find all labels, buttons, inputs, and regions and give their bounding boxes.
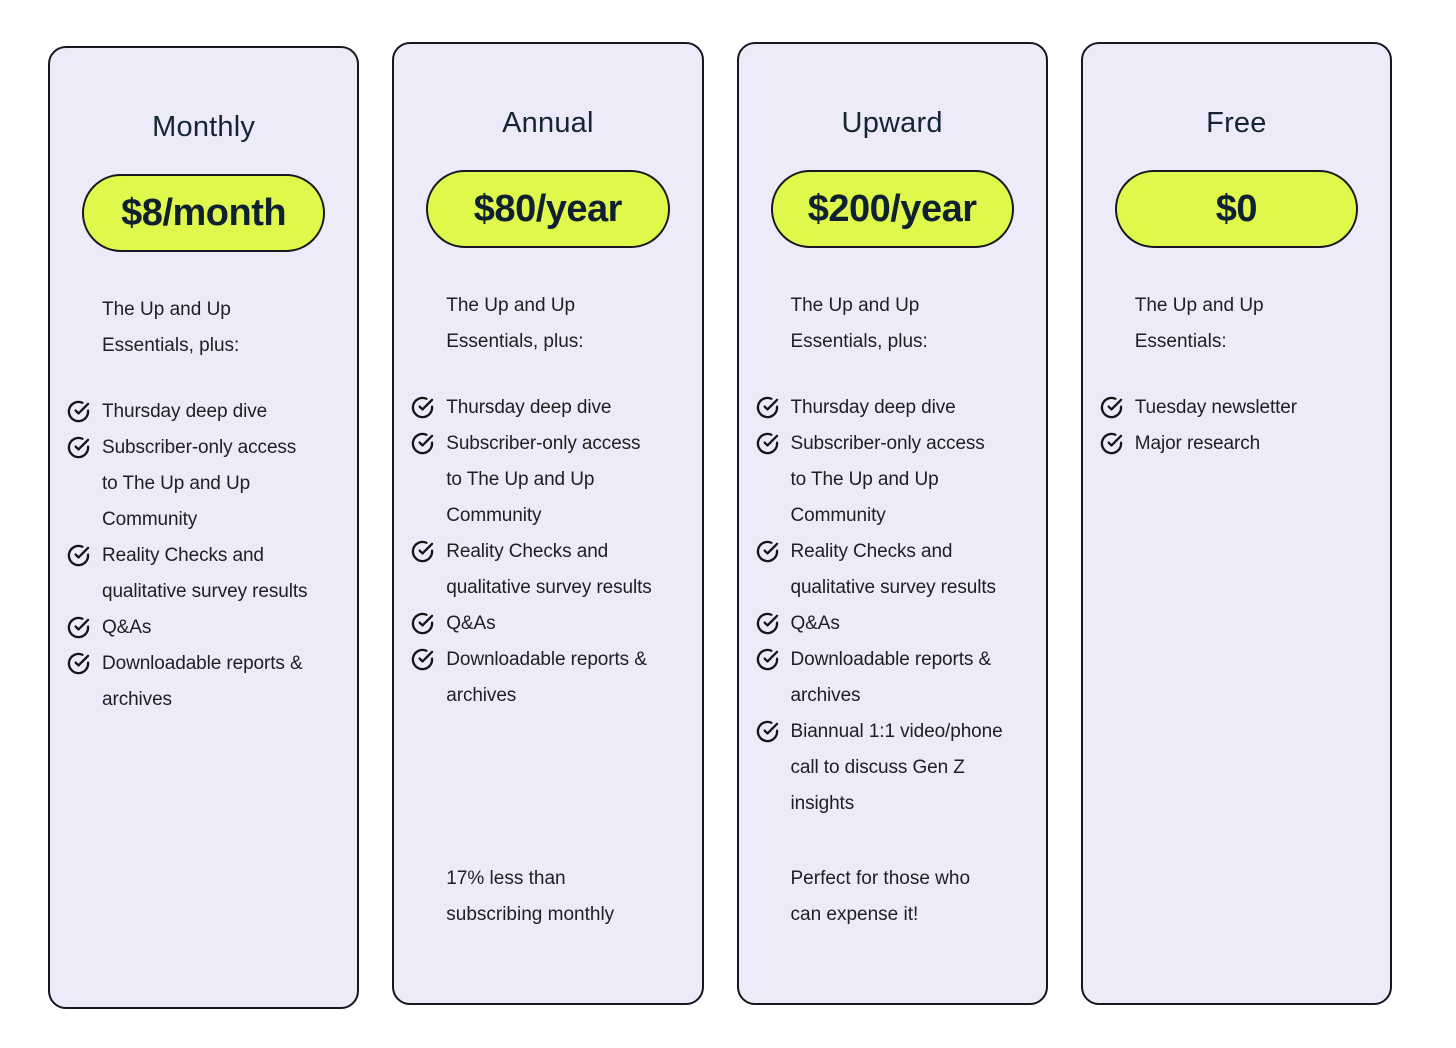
plan-title: Monthly (152, 111, 256, 143)
check-circle-icon (67, 544, 90, 567)
feature-text: Downloadable reports & archives (102, 653, 303, 710)
price-pill[interactable]: $8/month (82, 174, 326, 252)
check-circle-icon (67, 616, 90, 639)
feature-text: Subscriber-only access to The Up and Up … (790, 433, 985, 526)
plan-title: Annual (502, 107, 594, 139)
check-circle-icon (67, 400, 90, 423)
check-circle-icon (1100, 432, 1123, 455)
feature-item: Thursday deep dive (756, 390, 1030, 426)
feature-item: Tuesday newsletter (1100, 390, 1374, 426)
feature-item: Downloadable reports & archives (756, 642, 1030, 714)
check-circle-icon (756, 396, 779, 419)
feature-item: Q&As (411, 606, 685, 642)
plan-title: Upward (841, 107, 943, 139)
feature-item: Reality Checks and qualitative survey re… (756, 534, 1030, 606)
plan-title: Free (1206, 107, 1267, 139)
plan-intro: The Up and Up Essentials, plus: (446, 295, 584, 352)
plan-note: 17% less than subscribing monthly (446, 868, 615, 925)
check-circle-icon (411, 540, 434, 563)
check-circle-icon (411, 648, 434, 671)
feature-item: Reality Checks and qualitative survey re… (67, 538, 341, 610)
feature-item: Thursday deep dive (411, 390, 685, 426)
feature-text: Thursday deep dive (790, 397, 956, 418)
feature-text: Q&As (446, 613, 496, 634)
check-circle-icon (756, 612, 779, 635)
feature-text: Biannual 1:1 video/phone call to discuss… (790, 721, 1003, 814)
price-pill[interactable]: $0 (1114, 170, 1358, 248)
feature-text: Q&As (102, 617, 152, 638)
price-text: $0 (1215, 187, 1258, 230)
feature-text: Major research (1134, 433, 1261, 454)
plan-intro: The Up and Up Essentials, plus: (102, 299, 240, 356)
feature-text: Downloadable reports & archives (790, 649, 992, 706)
check-circle-icon (1100, 396, 1123, 419)
feature-item: Subscriber-only access to The Up and Up … (67, 430, 341, 538)
feature-text: Q&As (790, 613, 840, 634)
check-circle-icon (756, 540, 779, 563)
feature-text: Downloadable reports & archives (446, 649, 647, 706)
feature-item: Major research (1100, 426, 1374, 462)
price-text: $200/year (807, 187, 977, 230)
feature-text: Thursday deep dive (446, 397, 612, 418)
pricing-card-annual: Annual $80/year The Up and Up Essentials… (392, 42, 704, 1005)
feature-list: Tuesday newsletter Major research (1099, 390, 1374, 462)
plan-note: Perfect for those who can expense it! (790, 868, 971, 925)
feature-list: Thursday deep dive Subscriber-only acces… (755, 390, 1030, 822)
feature-text: Thursday deep dive (102, 401, 268, 422)
feature-text: Subscriber-only access to The Up and Up … (446, 433, 641, 526)
feature-item: Downloadable reports & archives (411, 642, 685, 714)
feature-item: Subscriber-only access to The Up and Up … (411, 426, 685, 534)
feature-text: Reality Checks and qualitative survey re… (102, 545, 308, 602)
check-circle-icon (756, 648, 779, 671)
feature-item: Biannual 1:1 video/phone call to discuss… (756, 714, 1030, 822)
check-circle-icon (756, 720, 779, 743)
pricing-card-monthly: Monthly $8/month The Up and Up Essential… (48, 46, 360, 1009)
feature-item: Reality Checks and qualitative survey re… (411, 534, 685, 606)
check-circle-icon (411, 432, 434, 455)
feature-item: Downloadable reports & archives (67, 646, 341, 718)
price-pill[interactable]: $80/year (426, 170, 670, 248)
check-circle-icon (756, 432, 779, 455)
check-circle-icon (67, 436, 90, 459)
check-circle-icon (67, 652, 90, 675)
pricing-table: Monthly $8/month The Up and Up Essential… (48, 42, 1392, 1009)
feature-text: Reality Checks and qualitative survey re… (790, 541, 997, 598)
check-circle-icon (411, 396, 434, 419)
plan-intro: The Up and Up Essentials, plus: (790, 295, 928, 352)
price-text: $8/month (121, 191, 287, 234)
plan-intro: The Up and Up Essentials: (1134, 295, 1264, 352)
pricing-card-free: Free $0 The Up and Up Essentials: Tuesda… (1080, 42, 1392, 1005)
feature-item: Q&As (756, 606, 1030, 642)
feature-item: Thursday deep dive (67, 394, 341, 430)
feature-item: Subscriber-only access to The Up and Up … (756, 426, 1030, 534)
check-circle-icon (411, 612, 434, 635)
feature-list: Thursday deep dive Subscriber-only acces… (410, 390, 685, 714)
price-pill[interactable]: $200/year (770, 170, 1014, 248)
feature-text: Reality Checks and qualitative survey re… (446, 541, 652, 598)
feature-text: Subscriber-only access to The Up and Up … (102, 437, 297, 530)
feature-item: Q&As (67, 610, 341, 646)
feature-list: Thursday deep dive Subscriber-only acces… (66, 394, 341, 718)
pricing-card-upward: Upward $200/year The Up and Up Essential… (736, 42, 1048, 1005)
feature-text: Tuesday newsletter (1134, 397, 1297, 418)
price-text: $80/year (473, 187, 623, 230)
